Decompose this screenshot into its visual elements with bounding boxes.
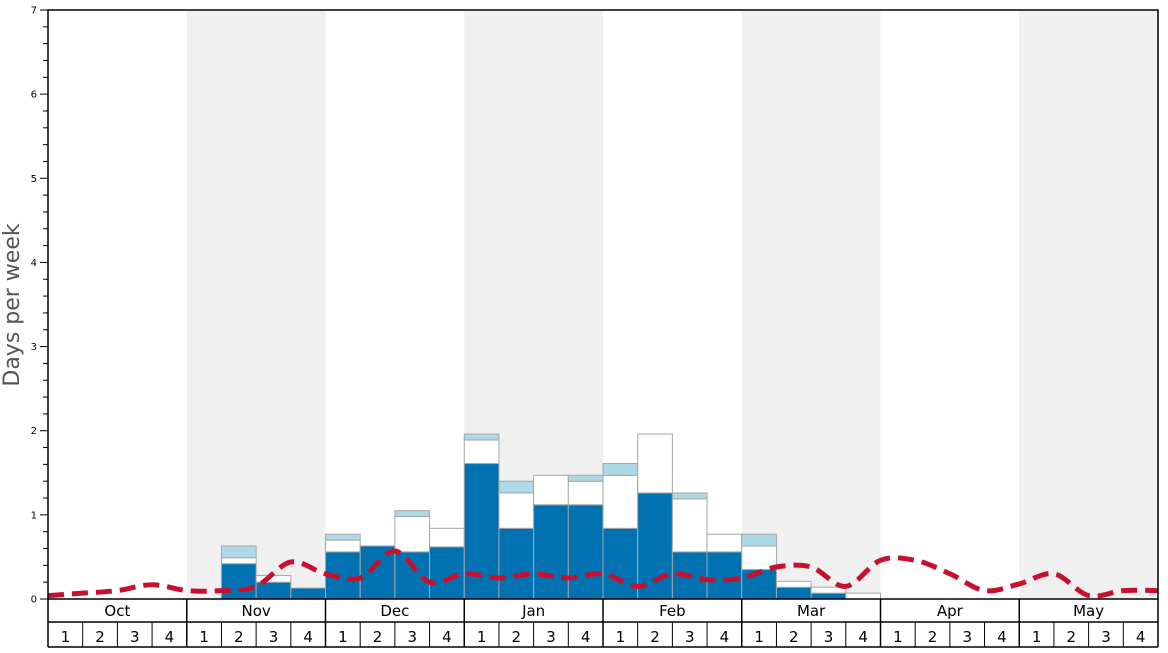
bar-white-18 <box>671 498 708 553</box>
y-axis-label: Days per week <box>0 223 25 386</box>
y-tick-label-5: 5 <box>31 174 37 185</box>
y-tick-label-1: 1 <box>31 510 37 521</box>
week-label-apr-1: 1 <box>893 628 903 646</box>
bar-white-22 <box>810 586 847 594</box>
bar-white-8 <box>325 539 361 553</box>
week-label-may-3: 3 <box>1101 628 1111 646</box>
bar-white-23 <box>845 592 881 600</box>
week-label-apr-3: 3 <box>962 628 972 646</box>
week-label-mar-4: 4 <box>858 628 868 646</box>
week-label-mar-1: 1 <box>754 628 764 646</box>
y-tick-label-4: 4 <box>31 258 37 269</box>
bars <box>220 433 881 600</box>
y-tick-label-6: 6 <box>31 90 37 101</box>
month-label-mar: Mar <box>797 602 826 620</box>
week-label-dec-2: 2 <box>373 628 383 646</box>
week-label-oct-3: 3 <box>130 628 140 646</box>
week-label-apr-4: 4 <box>997 628 1007 646</box>
bar-white-19 <box>706 533 743 553</box>
bar-light-16 <box>602 463 639 476</box>
week-label-nov-4: 4 <box>303 628 313 646</box>
bar-light-15 <box>567 474 604 482</box>
bar-white-14 <box>533 474 569 506</box>
month-label-oct: Oct <box>104 602 130 620</box>
bar-white-16 <box>602 474 639 529</box>
week-label-jan-1: 1 <box>477 628 487 646</box>
shade-band-nov <box>186 10 326 599</box>
month-label-nov: Nov <box>241 602 270 620</box>
week-label-oct-2: 2 <box>95 628 105 646</box>
bar-dark-10 <box>394 551 431 600</box>
month-label-may: May <box>1073 602 1104 620</box>
bar-white-11 <box>429 527 465 548</box>
bar-dark-6 <box>255 581 292 600</box>
bar-light-8 <box>325 533 361 541</box>
week-label-feb-4: 4 <box>720 628 730 646</box>
week-label-may-4: 4 <box>1136 628 1146 646</box>
dashed-line-layer <box>47 548 1159 599</box>
week-label-mar-2: 2 <box>789 628 799 646</box>
bar-dark-15 <box>567 504 604 600</box>
week-label-nov-2: 2 <box>234 628 244 646</box>
month-label-jan: Jan <box>521 602 545 620</box>
bar-dark-7 <box>290 587 326 600</box>
bar-light-5 <box>220 545 257 559</box>
week-label-dec-3: 3 <box>407 628 417 646</box>
bar-light-20 <box>741 533 777 547</box>
week-label-jan-2: 2 <box>512 628 522 646</box>
week-label-apr-2: 2 <box>928 628 938 646</box>
shade-band-mar <box>741 10 881 599</box>
x-axis: Oct 1 2 3 4 Nov 1 2 3 4 Dec 1 2 3 4 Jan 1 2 3 4 Feb 1 2 3 4 Mar 1 2… <box>47 599 1159 648</box>
bar-light-13 <box>498 480 535 494</box>
bar-white-13 <box>498 492 535 529</box>
y-tick-label-0: 0 <box>31 595 37 606</box>
week-label-oct-1: 1 <box>61 628 71 646</box>
y-tick-label-7: 7 <box>31 6 37 17</box>
month-shading <box>186 10 1158 599</box>
week-label-may-1: 1 <box>1032 628 1042 646</box>
month-label-feb: Feb <box>659 602 686 620</box>
bar-dark-22 <box>810 592 847 600</box>
week-label-feb-2: 2 <box>650 628 660 646</box>
y-tick-label-3: 3 <box>31 342 37 353</box>
week-label-feb-1: 1 <box>616 628 626 646</box>
bar-dark-14 <box>533 504 569 600</box>
week-label-mar-3: 3 <box>824 628 834 646</box>
week-label-jan-3: 3 <box>546 628 556 646</box>
week-label-nov-1: 1 <box>199 628 209 646</box>
week-label-nov-3: 3 <box>269 628 279 646</box>
bar-dark-16 <box>602 527 639 600</box>
bar-white-21 <box>775 580 812 588</box>
week-label-dec-4: 4 <box>442 628 452 646</box>
dashed-series-line <box>47 548 1159 599</box>
bar-light-18 <box>671 492 708 500</box>
bar-dark-19 <box>706 551 743 600</box>
bar-white-12 <box>463 439 500 465</box>
week-label-oct-4: 4 <box>165 628 175 646</box>
month-label-dec: Dec <box>380 602 409 620</box>
bar-light-12 <box>463 433 500 441</box>
bar-white-17 <box>637 433 673 494</box>
y-axis: 0 1 2 3 4 5 6 7 <box>31 6 48 606</box>
week-label-feb-3: 3 <box>685 628 695 646</box>
bar-dark-21 <box>775 586 812 600</box>
week-label-jan-4: 4 <box>581 628 591 646</box>
y-tick-label-2: 2 <box>31 426 37 437</box>
bar-dark-5 <box>220 563 257 600</box>
bar-white-10 <box>394 516 431 553</box>
bar-dark-11 <box>429 546 465 600</box>
week-label-dec-1: 1 <box>338 628 348 646</box>
month-label-apr: Apr <box>937 602 964 620</box>
bar-dark-13 <box>498 527 535 600</box>
bar-light-10 <box>394 510 431 518</box>
bar-white-5 <box>220 557 257 565</box>
bar-white-15 <box>567 480 604 506</box>
week-label-may-2: 2 <box>1067 628 1077 646</box>
shade-band-may <box>1019 10 1158 599</box>
